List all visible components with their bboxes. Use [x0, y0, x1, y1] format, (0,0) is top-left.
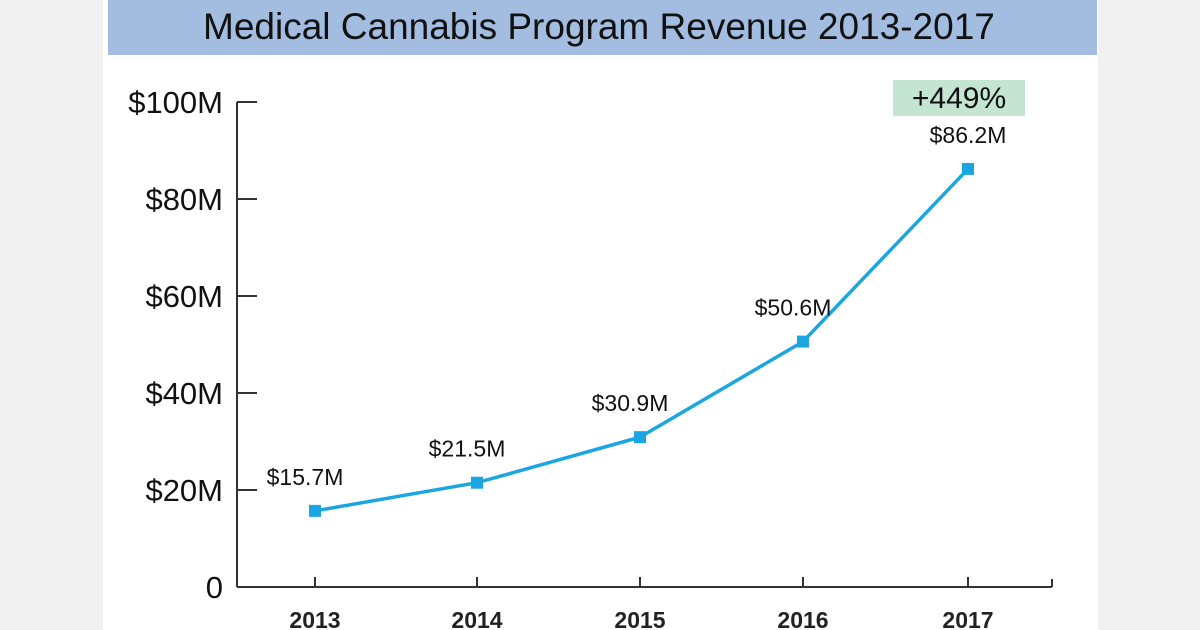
data-label: $15.7M [267, 464, 344, 490]
y-tick-label: $60M [145, 279, 223, 314]
x-tick-label: 2017 [942, 607, 993, 630]
x-tick-label: 2013 [289, 607, 340, 630]
data-point [797, 335, 809, 348]
growth-annotation: +449% [912, 82, 1006, 115]
data-point [309, 504, 321, 517]
series-line [314, 167, 970, 513]
title-bar [108, 0, 1097, 55]
x-tick-label: 2016 [777, 607, 828, 630]
y-tick-label: $40M [145, 376, 223, 411]
data-point [962, 162, 974, 175]
chart-title: Medical Cannabis Program Revenue 2013-20… [203, 6, 995, 47]
x-tick-label: 2015 [614, 607, 665, 630]
data-point [634, 431, 646, 444]
y-tick-label: $80M [145, 182, 223, 217]
growth-badge [893, 80, 1025, 116]
data-label: $86.2M [930, 122, 1007, 148]
data-label: $50.6M [755, 295, 832, 321]
y-tick-label: 0 [206, 570, 223, 605]
y-tick-label: $100M [128, 85, 223, 120]
data-label: $21.5M [429, 436, 506, 462]
x-tick-label: 2014 [451, 607, 502, 630]
data-point [471, 476, 483, 489]
data-label: $30.9M [592, 390, 669, 416]
y-tick-label: $20M [145, 473, 223, 508]
